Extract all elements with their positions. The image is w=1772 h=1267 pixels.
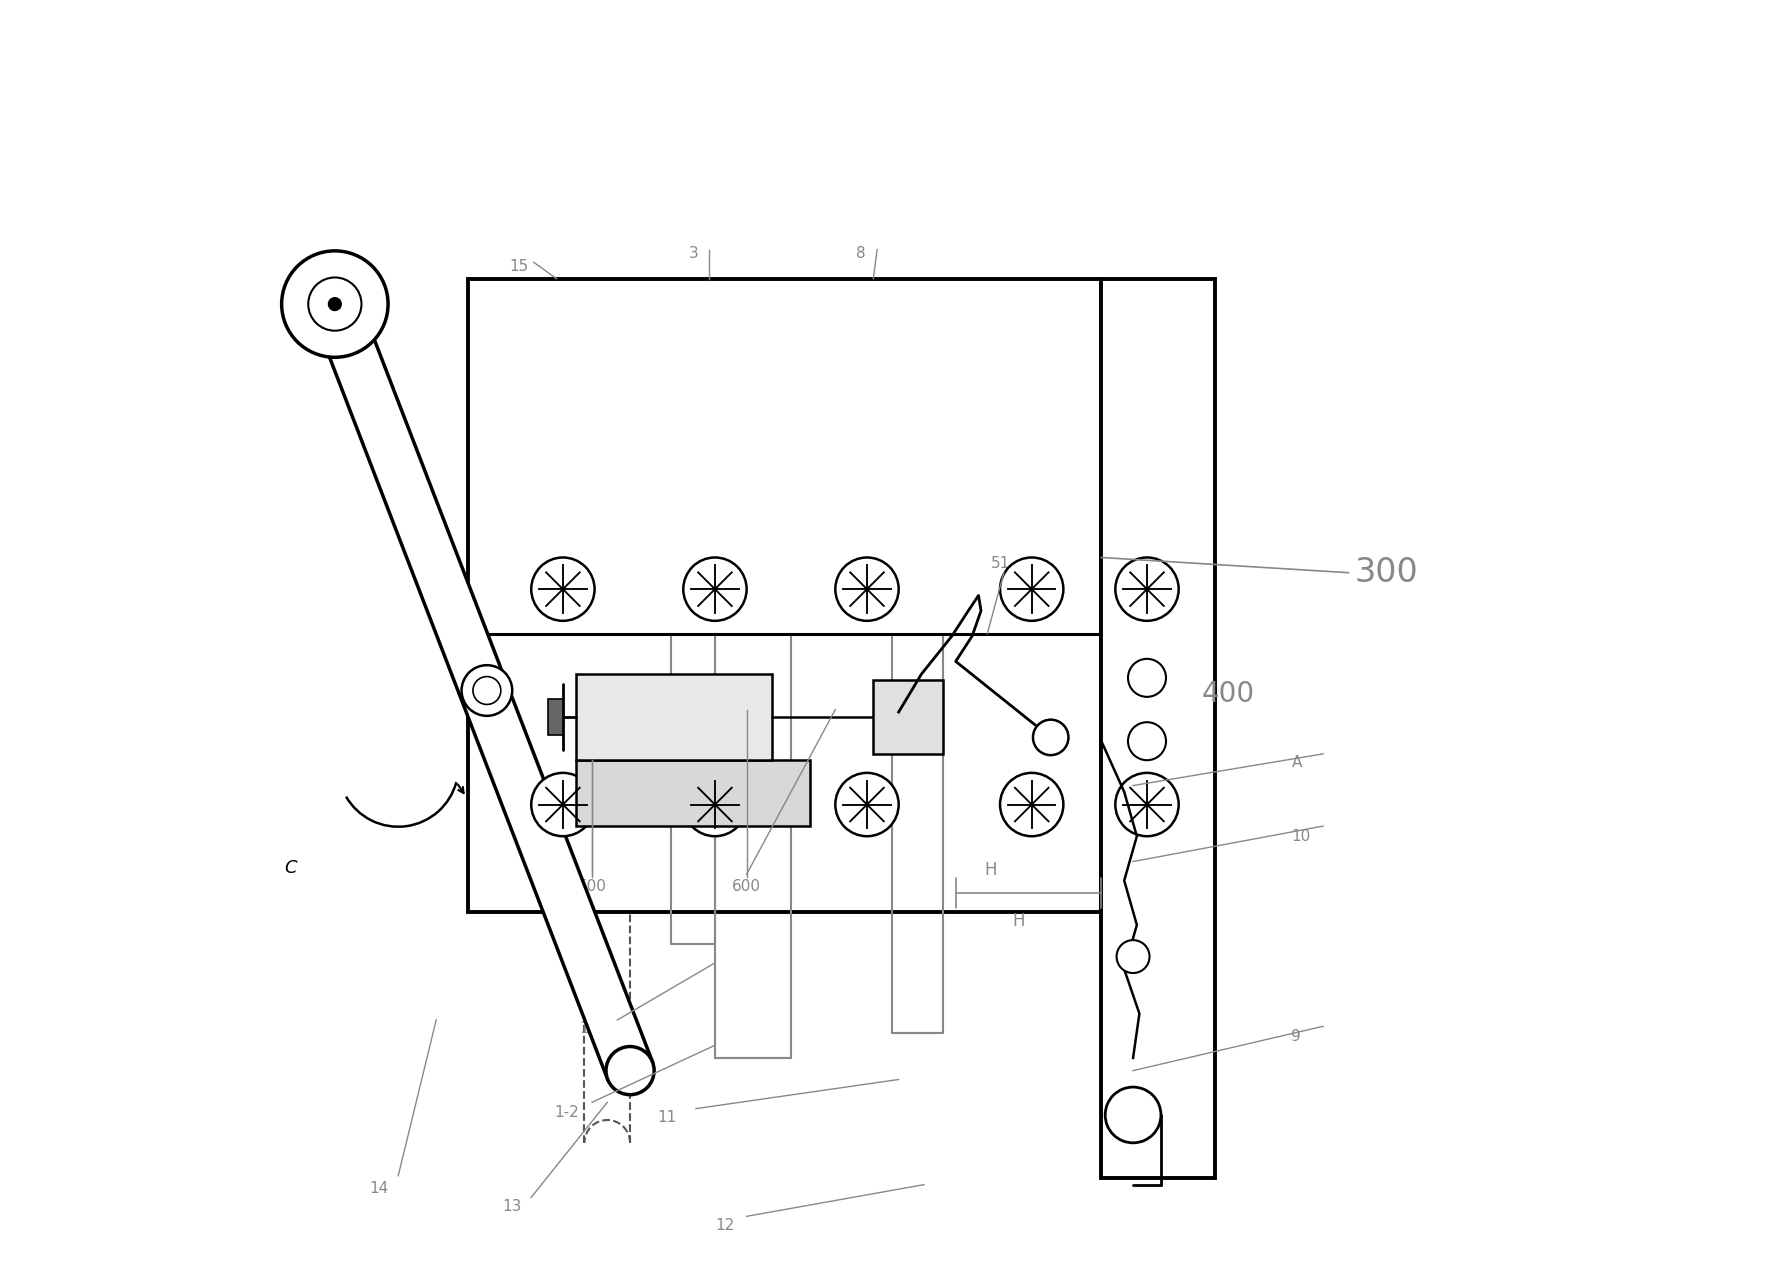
Bar (576, 760, 810, 826)
Circle shape (532, 773, 595, 836)
Bar (874, 680, 943, 754)
Text: 8: 8 (856, 246, 865, 261)
Text: 9: 9 (1292, 1029, 1301, 1044)
Text: 400: 400 (1201, 680, 1255, 708)
Text: C: C (284, 859, 298, 877)
Text: 300: 300 (1354, 556, 1418, 589)
Text: H: H (983, 862, 998, 879)
Circle shape (308, 277, 361, 331)
Text: H: H (1014, 912, 1026, 930)
Bar (468, 279, 1102, 912)
Text: 12: 12 (716, 1218, 735, 1233)
Circle shape (835, 557, 898, 621)
Circle shape (282, 251, 388, 357)
Text: 1-2: 1-2 (555, 1105, 579, 1120)
Circle shape (1033, 720, 1069, 755)
Text: 1-1: 1-1 (579, 1021, 604, 1036)
Circle shape (1115, 557, 1178, 621)
Text: 14: 14 (370, 1181, 388, 1196)
Circle shape (1129, 659, 1166, 697)
Circle shape (532, 557, 595, 621)
Circle shape (684, 557, 746, 621)
Circle shape (1115, 773, 1178, 836)
Bar (1102, 279, 1216, 1178)
Circle shape (835, 773, 898, 836)
Polygon shape (312, 295, 652, 1079)
Circle shape (606, 1047, 654, 1095)
Circle shape (461, 665, 512, 716)
Text: 500: 500 (578, 879, 606, 895)
Circle shape (328, 298, 342, 310)
Circle shape (1129, 722, 1166, 760)
Circle shape (684, 773, 746, 836)
Text: 10: 10 (1292, 829, 1311, 844)
Bar (548, 699, 563, 735)
Circle shape (999, 557, 1063, 621)
Text: 3: 3 (689, 246, 698, 261)
Text: 51: 51 (991, 556, 1010, 571)
Text: A: A (1292, 755, 1302, 770)
Circle shape (473, 677, 501, 704)
Circle shape (1116, 940, 1150, 973)
Text: 600: 600 (732, 879, 762, 895)
Text: 15: 15 (509, 258, 528, 274)
Text: 11: 11 (657, 1110, 677, 1125)
Bar (576, 674, 773, 760)
Text: 13: 13 (503, 1199, 523, 1214)
Circle shape (999, 773, 1063, 836)
